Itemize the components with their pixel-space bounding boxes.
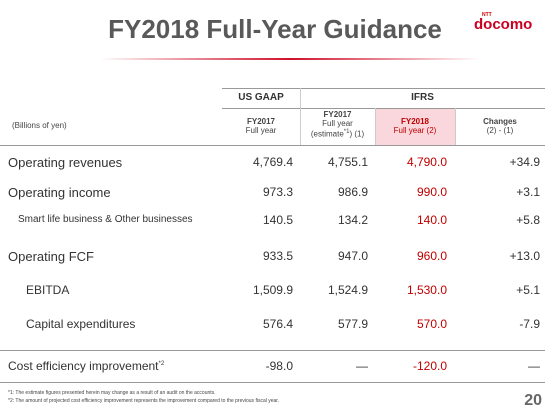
logo: docomo (474, 16, 533, 33)
cell: 1,524.9 (327, 283, 368, 297)
row-label: Capital expenditures (26, 317, 136, 331)
cell: 140.5 (262, 213, 293, 227)
text: Full year (2) (393, 126, 437, 135)
cell: +3.1 (516, 185, 540, 199)
header-line: FY2017 (222, 117, 300, 126)
row-label: Smart life business & Other businesses (18, 214, 193, 225)
rule (0, 145, 545, 146)
cell: 1,509.9 (252, 283, 293, 297)
header-line: (estimate*1) (1) (300, 128, 375, 139)
footnote: *1: The estimate figures presented herei… (8, 390, 216, 396)
column-divider (300, 88, 301, 108)
header-line: FY2018 (375, 117, 455, 126)
text: Full year (322, 119, 353, 128)
cell: 4,769.4 (252, 155, 293, 169)
cell: 4,755.1 (327, 155, 368, 169)
cell: -98.0 (265, 359, 293, 373)
page-number: 20 (524, 392, 542, 409)
cell: +5.8 (516, 213, 540, 227)
header-line: Full year (300, 119, 375, 128)
text: Changes (483, 117, 517, 126)
superscript: *1 (343, 129, 350, 135)
text: FY2017 (246, 117, 276, 126)
column-header: FY2017 Full year (estimate*1) (1) (300, 110, 375, 139)
title-rule (100, 58, 480, 60)
rule (0, 350, 545, 351)
column-divider (300, 108, 301, 145)
row-label: Operating income (8, 184, 111, 200)
row-label: Operating FCF (8, 248, 94, 264)
header-line: Full year (222, 126, 300, 135)
cell: 947.0 (337, 249, 368, 263)
cell: 570.0 (416, 317, 447, 331)
header-line: FY2017 (300, 110, 375, 119)
rule (222, 88, 545, 89)
rule (222, 108, 545, 109)
cell: 990.0 (416, 185, 447, 199)
header-line: (2) - (1) (455, 126, 545, 135)
logo-small: NTT (482, 12, 492, 18)
text: FY2017 (323, 110, 352, 119)
text: (2) - (1) (486, 126, 514, 135)
rule (0, 382, 545, 383)
cell: 576.4 (262, 317, 293, 331)
unit: (Billions of yen) (12, 121, 67, 130)
text: ) (1) (349, 129, 365, 139)
cell: — (528, 359, 540, 373)
text: Cost efficiency improvement (8, 359, 159, 373)
cell: -7.9 (519, 317, 540, 331)
column-header: FY2018 Full year (2) (375, 117, 455, 135)
cell: 134.2 (337, 213, 368, 227)
text: FY2018 (400, 117, 430, 126)
text: Full year (245, 126, 277, 135)
footnote: *2: The amount of projected cost efficie… (8, 398, 280, 404)
cell: +13.0 (509, 249, 540, 263)
column-header: Changes (2) - (1) (455, 117, 545, 135)
cell: 140.0 (416, 213, 447, 227)
text: (estimate (310, 129, 344, 139)
group-header: US GAAP (238, 92, 284, 103)
cell: 1,530.0 (406, 283, 447, 297)
cell: 577.9 (337, 317, 368, 331)
header-line: Full year (2) (375, 126, 455, 135)
cell: — (356, 359, 368, 373)
column-divider (375, 108, 376, 145)
cell: 933.5 (262, 249, 293, 263)
row-label: Operating revenues (8, 154, 123, 170)
column-header: FY2017 Full year (222, 117, 300, 135)
row-label: EBITDA (26, 283, 70, 297)
superscript: *2 (158, 361, 165, 367)
cell: 986.9 (337, 185, 368, 199)
header-line: Changes (455, 117, 545, 126)
highlight-header (375, 108, 455, 145)
cell: +5.1 (516, 283, 540, 297)
row-label: Cost efficiency improvement*2 (8, 359, 164, 373)
cell: -120.0 (412, 359, 447, 373)
title: FY2018 Full-Year Guidance (108, 14, 442, 44)
cell: 4,790.0 (406, 155, 447, 169)
cell: 973.3 (262, 185, 293, 199)
cell: +34.9 (509, 155, 540, 169)
group-header: IFRS (411, 92, 434, 103)
column-divider (455, 108, 456, 145)
cell: 960.0 (416, 249, 447, 263)
